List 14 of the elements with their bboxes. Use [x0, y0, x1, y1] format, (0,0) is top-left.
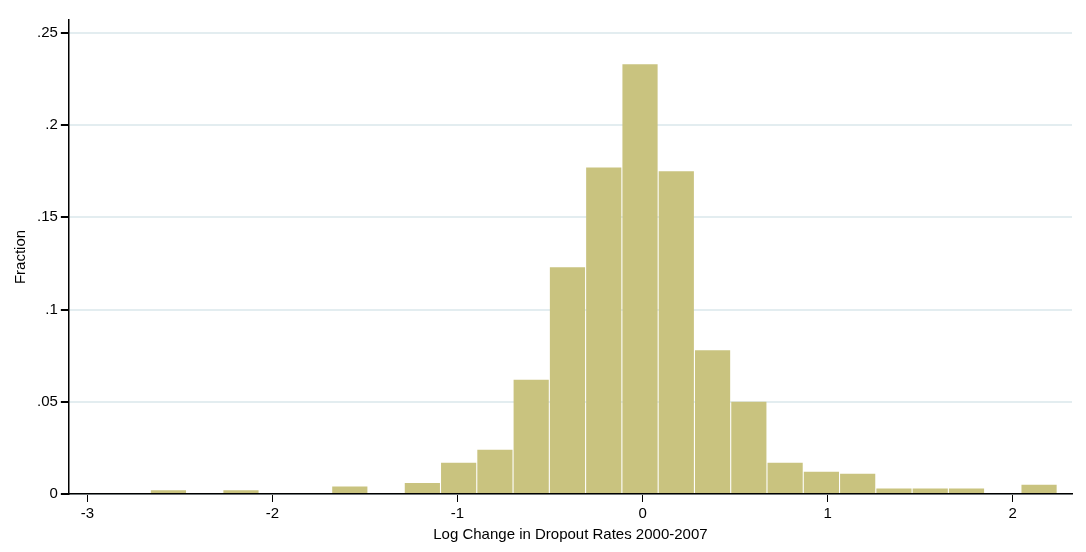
y-tick-label: .15	[36, 207, 58, 225]
x-tick-label: -2	[265, 504, 280, 522]
y-axis-title: Fraction	[11, 229, 29, 285]
y-tick-label: .1	[45, 299, 58, 317]
x-tick-label: 2	[1008, 504, 1017, 522]
y-tick-label: .05	[36, 391, 58, 409]
x-axis-title: Log Change in Dropout Rates 2000-2007	[433, 525, 708, 543]
y-tick-label: .25	[36, 23, 58, 41]
x-tick-label: 1	[823, 504, 832, 522]
x-tick-label: -3	[80, 504, 95, 522]
x-tick-label: -1	[450, 504, 465, 522]
x-tick-label: 0	[638, 504, 647, 522]
y-tick-label: 0	[49, 484, 58, 502]
y-tick-label: .2	[45, 115, 58, 133]
